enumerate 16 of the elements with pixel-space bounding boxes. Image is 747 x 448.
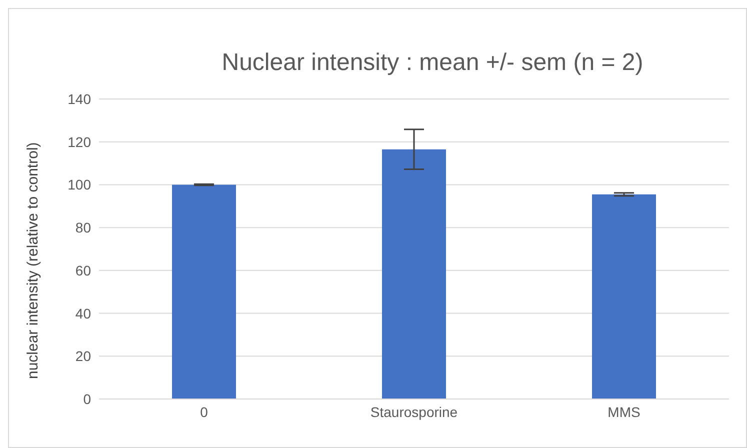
y-tick-label: 20 (75, 348, 92, 364)
bar (172, 184, 236, 399)
y-tick-label: 0 (83, 390, 92, 407)
y-axis-title: nuclear intensity (relative to control) (24, 142, 42, 379)
y-tick-label: 40 (75, 305, 92, 322)
y-tick-label: 60 (75, 262, 92, 278)
y-tick-label: 80 (75, 220, 92, 236)
y-tick-label: 120 (68, 134, 92, 150)
bar (382, 149, 446, 399)
x-tick-label: MMS (608, 404, 640, 420)
y-tick-label: 140 (68, 90, 92, 107)
x-tick-label: Staurosporine (370, 404, 458, 420)
bar (592, 194, 656, 399)
x-tick-label: 0 (200, 404, 208, 420)
y-tick-label: 100 (68, 176, 92, 193)
chart-title: Nuclear intensity : mean +/- sem (n = 2) (220, 49, 644, 77)
